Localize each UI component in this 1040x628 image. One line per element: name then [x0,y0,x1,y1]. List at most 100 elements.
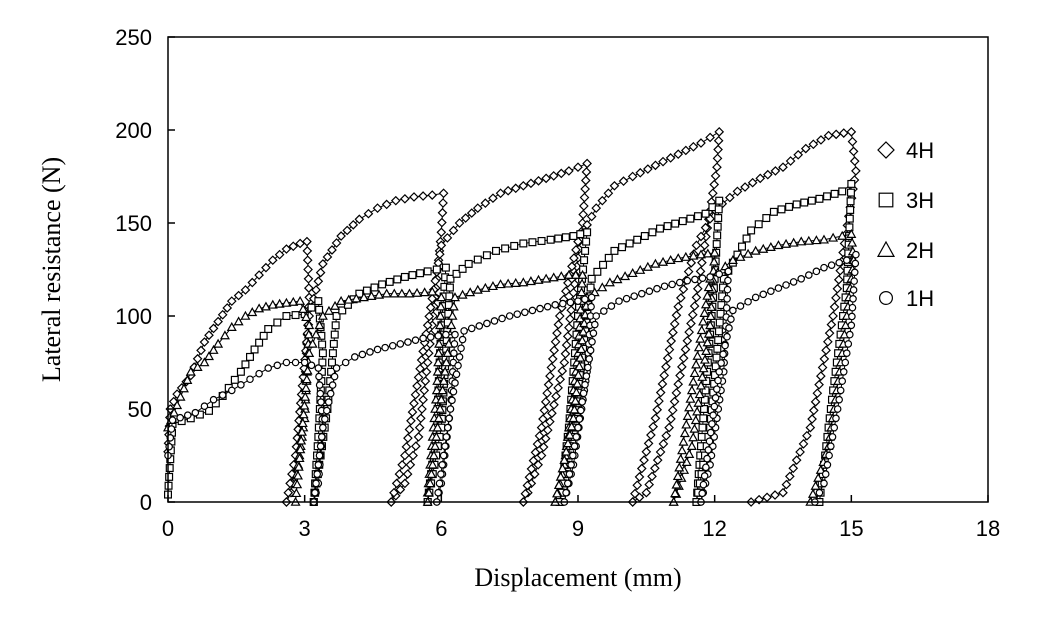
data-point-3H [385,277,394,286]
data-point-4H [488,193,498,204]
data-point-4H [564,166,574,176]
data-point-4H [556,168,567,179]
data-point-1H [165,442,173,451]
data-point-4H [849,156,860,167]
data-point-4H [654,396,664,406]
data-point-1H [358,350,367,359]
data-point-2H [323,305,334,315]
data-point-2H [564,429,575,439]
data-point-2H [300,382,312,393]
data-point-4H [400,193,410,204]
data-point-4H [658,439,669,449]
data-point-1H [712,385,721,393]
data-point-3H [713,222,722,231]
data-point-3H [678,217,687,226]
data-point-1H [388,341,397,350]
data-point-2H [679,428,690,438]
data-point-2H [688,376,699,386]
data-point-4H [318,259,328,269]
data-point-3H [785,202,794,211]
data-point-1H [443,423,452,432]
data-point-4H [538,414,548,424]
data-point-4H [791,455,802,465]
data-point-2H [675,453,686,463]
data-point-2H [698,363,709,373]
data-point-4H [522,480,533,491]
data-point-2H [304,347,315,357]
data-point-1H [715,367,724,376]
data-point-4H [580,184,591,194]
data-point-1H [565,470,574,478]
data-point-3H [714,336,723,345]
data-point-4H [835,265,846,276]
data-point-2H [735,251,746,261]
data-point-3H [561,233,570,242]
series-2H [162,228,859,506]
data-point-2H [688,250,699,260]
data-point-1H [581,295,589,304]
legend-marker-4H [877,141,895,159]
data-point-1H [848,303,857,312]
data-point-4H [819,354,830,364]
data-point-2H [295,444,306,454]
data-point-4H [518,180,529,191]
data-point-2H [281,297,292,307]
data-point-2H [292,470,303,480]
data-point-1H [315,451,324,460]
data-point-4H [618,176,629,186]
data-point-2H [351,293,362,303]
data-point-4H [578,209,589,220]
data-point-4H [650,463,660,474]
data-point-1H [441,442,449,451]
data-point-2H [304,320,315,330]
data-point-1H [660,282,669,291]
data-point-4H [532,439,543,449]
data-point-2H [701,345,712,356]
data-point-2H [301,374,312,384]
data-point-2H [570,395,581,405]
x-tick-label: 3 [299,516,311,541]
data-point-1H [569,451,577,460]
data-point-4H [692,283,703,294]
data-point-4H [634,472,645,482]
data-point-4H [643,164,653,174]
data-point-4H [401,441,412,452]
data-point-4H [395,484,406,495]
data-point-4H [550,336,561,347]
data-point-4H [573,162,583,173]
data-point-4H [565,314,575,324]
data-point-1H [227,386,236,395]
data-point-4H [536,450,547,461]
data-point-4H [495,188,506,199]
data-point-1H [711,394,720,402]
data-point-4H [544,416,555,427]
data-point-4H [725,192,735,203]
data-point-2H [428,450,439,460]
data-point-2H [432,375,443,385]
data-point-2H [847,237,858,247]
data-point-4H [828,311,838,321]
data-point-2H [412,287,423,297]
data-point-3H [693,212,702,221]
data-point-4H [403,433,413,443]
data-point-2H [495,279,506,289]
data-point-1H [841,358,850,367]
data-point-4H [480,198,491,209]
data-point-4H [579,201,589,211]
data-point-3H [338,306,347,315]
y-axis-title: Lateral resistance (N) [37,157,66,382]
data-point-4H [410,389,421,400]
data-point-4H [342,225,353,236]
data-point-2H [435,301,446,311]
data-point-3H [205,406,214,415]
data-point-4H [430,276,441,286]
data-point-1H [847,321,856,330]
data-point-4H [442,233,453,243]
data-point-2H [680,251,691,261]
data-point-3H [241,360,250,369]
data-point-3H [528,238,537,247]
data-point-4H [691,240,702,251]
data-point-3H [246,352,255,361]
data-point-4H [847,136,858,147]
data-point-4H [785,156,796,166]
